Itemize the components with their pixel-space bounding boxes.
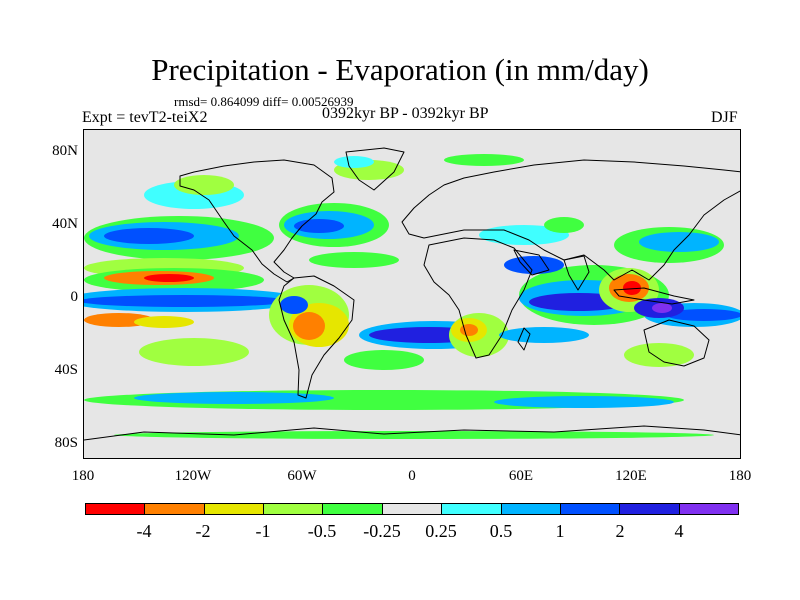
coast-madagascar [517, 327, 531, 351]
field-indian-south-blue [499, 327, 589, 343]
field-nordic-blue [334, 156, 374, 168]
coast-africa [423, 237, 533, 359]
xtick-120w: 120W [174, 468, 212, 484]
map-title: Precipitation - Evaporation (in mm/day) [151, 52, 649, 87]
colorbar-segment [323, 504, 383, 514]
colorbar-segment [679, 504, 738, 514]
map-field [84, 147, 740, 441]
colorbar-segment [560, 504, 621, 514]
field-maritime-red [623, 281, 641, 295]
field-nw-pacific-blue [639, 232, 719, 252]
colorbar-label: 1 [555, 521, 565, 541]
field-warm-pool-purple [652, 303, 672, 313]
field-arctic-green [444, 154, 524, 166]
field-eq-pacific-core [84, 295, 289, 307]
field-southern-ocean-blue-e [494, 396, 674, 408]
field-med-green [544, 217, 584, 233]
field-arabian-blue [504, 256, 564, 274]
colorbar-segment [264, 504, 324, 514]
field-sh-pacific-yellow [134, 316, 194, 328]
ytick-0: 0 [70, 289, 79, 305]
coast-australia [643, 319, 710, 367]
colorbar-segment [382, 504, 443, 514]
coast-arabia [513, 249, 550, 276]
field-africa-orange [460, 324, 478, 336]
xtick-60e: 60E [508, 468, 534, 484]
world-map [83, 129, 741, 459]
coast-indonesia [613, 287, 695, 305]
experiment-label: Expt = tevT2-teiX2 [82, 109, 208, 126]
colorbar-label: -0.25 [363, 521, 401, 541]
field-sh-pacific-green [139, 338, 249, 366]
stats-label: rmsd= 0.864099 diff= 0.00526939 [174, 94, 354, 109]
coast-north-america [179, 159, 335, 283]
colorbar-segment [442, 504, 502, 514]
field-gulf-alaska-green [174, 175, 234, 195]
ytick-40s: 40S [54, 362, 78, 378]
season-label: DJF [711, 109, 738, 126]
xtick-120e: 120E [615, 468, 647, 484]
xtick-0: 0 [408, 468, 416, 484]
colorbar-label: -1 [255, 521, 271, 541]
colorbar-segment [86, 504, 146, 514]
field-spcz-core [666, 309, 740, 321]
colorbar-label: -0.5 [307, 521, 337, 541]
colorbar-label: 2 [615, 521, 625, 541]
ytick-80s: 80S [54, 435, 78, 451]
colorbar-segment [204, 504, 265, 514]
ytick-80n: 80N [52, 143, 78, 159]
colorbar-label: 4 [674, 521, 684, 541]
colorbar-segment [620, 504, 680, 514]
coast-antarctica [84, 425, 740, 441]
colorbar-label: -2 [195, 521, 211, 541]
coast-south-america [278, 275, 355, 399]
colorbar-label: 0.25 [425, 521, 457, 541]
xtick-180w: 180 [71, 468, 95, 484]
colorbar-segment [145, 504, 205, 514]
colorbar [85, 503, 739, 515]
field-australia-green [624, 343, 694, 367]
field-amazon-orange [293, 312, 325, 340]
colorbar-segment [501, 504, 561, 514]
xtick-60w: 60W [287, 468, 317, 484]
field-sh-atlantic-green [344, 350, 424, 370]
xtick-180e: 180 [728, 468, 752, 484]
field-amazon-blue [280, 296, 308, 314]
period-label: 0392kyr BP - 0392kyr BP [322, 105, 489, 122]
field-nh-subtropic-atlantic [309, 252, 399, 268]
coast-india [563, 255, 590, 291]
colorbar-label: 0.5 [489, 521, 513, 541]
coast-eurasia [401, 159, 740, 281]
field-nh-pacific-core [104, 228, 194, 244]
ytick-40n: 40N [52, 216, 78, 232]
coast-greenland [345, 147, 405, 191]
colorbar-label: -4 [136, 521, 152, 541]
field-southern-ocean-blue-w [134, 392, 334, 404]
field-itcz-pacific-red [144, 274, 194, 282]
field-antarctic-green [114, 431, 714, 439]
